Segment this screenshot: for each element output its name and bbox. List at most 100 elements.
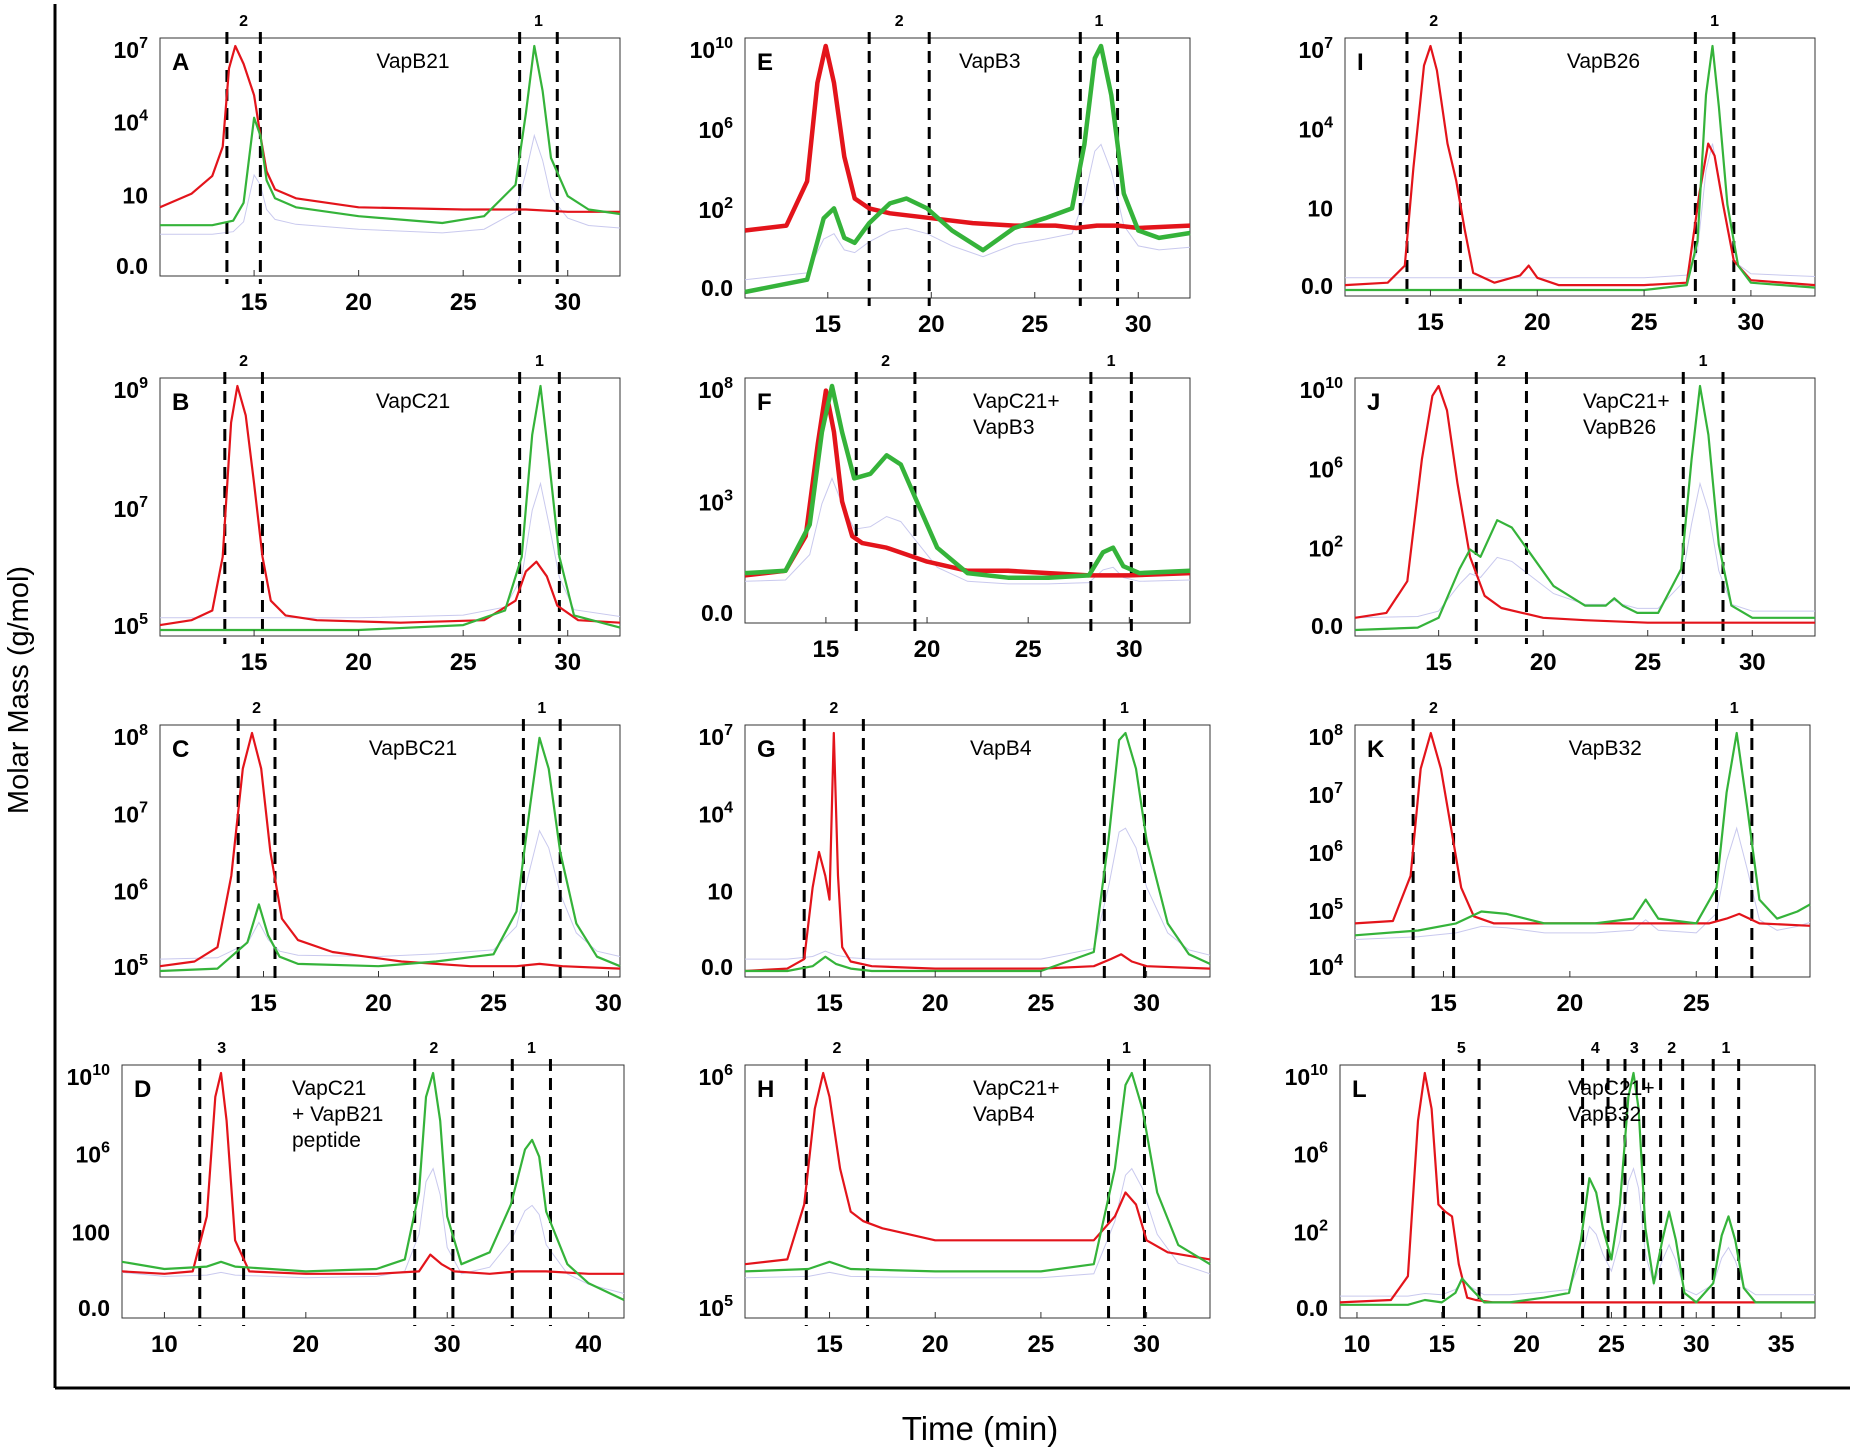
y-tick-label: 107 bbox=[1309, 780, 1344, 808]
reference-trace bbox=[160, 133, 621, 235]
peak-label: 3 bbox=[1630, 1040, 1639, 1057]
peak-label: 1 bbox=[1699, 353, 1708, 370]
y-tick-label: 106 bbox=[1309, 838, 1344, 866]
reference-trace bbox=[744, 477, 1191, 585]
y-tick-label: 107 bbox=[114, 35, 149, 63]
x-tick-label: 30 bbox=[1739, 649, 1766, 676]
x-tick-label: 15 bbox=[816, 1331, 843, 1358]
peak-label: 2 bbox=[832, 1040, 841, 1057]
plot-frame bbox=[159, 377, 621, 637]
y-tick-label: 106 bbox=[114, 877, 149, 905]
peak-label: 2 bbox=[1497, 353, 1506, 370]
plot-frame bbox=[744, 37, 1191, 299]
peak-label: 1 bbox=[1107, 353, 1116, 370]
x-tick-label: 20 bbox=[345, 649, 372, 676]
y-tick-label: 104 bbox=[114, 108, 149, 136]
peak-label: 2 bbox=[239, 353, 248, 370]
peak-label: 2 bbox=[252, 700, 261, 717]
reference-trace bbox=[1345, 143, 1816, 279]
panel-l: 5 4 3 2 1 L VapC21+ VapB32 10 15 20 25 30 35 1010 106 10… bbox=[1285, 1040, 1816, 1358]
panel-letter: C bbox=[172, 736, 189, 763]
peak-label: 1 bbox=[527, 1040, 536, 1057]
series-red-line bbox=[744, 388, 1191, 578]
panel-letter: J bbox=[1367, 389, 1380, 416]
y-tick-label: 107 bbox=[1299, 35, 1334, 63]
series-red-line bbox=[1339, 1071, 1815, 1304]
y-tick-label: 106 bbox=[1294, 1140, 1329, 1168]
x-tick-label: 40 bbox=[575, 1331, 602, 1358]
plot-frame bbox=[121, 1064, 625, 1319]
series-red-line bbox=[159, 384, 621, 627]
y-tick-label: 10 bbox=[1307, 196, 1333, 222]
y-tick-label: 106 bbox=[76, 1140, 111, 1168]
peak-label: 1 bbox=[1094, 13, 1103, 30]
y-tick-label: 1010 bbox=[690, 35, 733, 63]
plot-frame bbox=[744, 377, 1191, 624]
panel-title: VapB32 bbox=[1569, 737, 1642, 760]
panel-letter: I bbox=[1357, 49, 1364, 76]
reference-trace bbox=[1354, 481, 1815, 619]
x-tick-label: 20 bbox=[365, 990, 392, 1017]
reference-trace bbox=[121, 1167, 625, 1294]
y-tick-label: 100 bbox=[72, 1219, 110, 1245]
y-tick-label: 1010 bbox=[1285, 1062, 1328, 1090]
x-tick-label: 15 bbox=[813, 636, 840, 663]
x-tick-label: 20 bbox=[914, 636, 941, 663]
panel-letter: E bbox=[757, 49, 773, 76]
reference-trace bbox=[745, 827, 1211, 960]
series-green-line bbox=[159, 736, 621, 973]
series-green-line bbox=[160, 384, 621, 632]
x-tick-label: 10 bbox=[1344, 1331, 1371, 1358]
x-tick-label: 30 bbox=[1116, 636, 1143, 663]
x-tick-label: 15 bbox=[241, 649, 268, 676]
panel-title: VapC21+ bbox=[973, 1077, 1060, 1100]
x-tick-label: 20 bbox=[1524, 309, 1551, 336]
figure-xlabel: Time (min) bbox=[902, 1410, 1058, 1447]
panel-letter: G bbox=[757, 736, 776, 763]
x-tick-label: 15 bbox=[814, 311, 841, 338]
y-tick-label: 106 bbox=[1309, 454, 1344, 482]
panel-title: VapB26 bbox=[1583, 416, 1656, 439]
y-tick-label: 1010 bbox=[67, 1062, 110, 1090]
reference-trace bbox=[160, 481, 621, 619]
series-green-line bbox=[744, 1071, 1211, 1273]
peak-label: 2 bbox=[239, 13, 248, 30]
peak-label: 2 bbox=[1429, 13, 1438, 30]
y-tick-label: 102 bbox=[1309, 534, 1344, 562]
y-tick-label: 1010 bbox=[1300, 375, 1343, 403]
panel-title: VapB21 bbox=[376, 50, 449, 73]
series-green-line bbox=[1345, 44, 1816, 292]
plot-frame bbox=[159, 724, 621, 978]
peak-label: 5 bbox=[1457, 1040, 1466, 1057]
x-tick-label: 10 bbox=[151, 1331, 178, 1358]
x-tick-label: 30 bbox=[434, 1331, 461, 1358]
series-red-line bbox=[744, 1071, 1211, 1266]
y-tick-label: 109 bbox=[114, 375, 149, 403]
y-tick-label: 102 bbox=[1294, 1217, 1329, 1245]
x-tick-label: 15 bbox=[250, 990, 277, 1017]
reference-trace bbox=[744, 1167, 1211, 1279]
plot-frame bbox=[1354, 724, 1811, 978]
peak-label: 2 bbox=[881, 353, 890, 370]
y-tick-label: 105 bbox=[1309, 896, 1344, 924]
x-tick-label: 20 bbox=[345, 289, 372, 316]
y-tick-label: 106 bbox=[699, 1062, 734, 1090]
y-tick-label: 107 bbox=[114, 494, 149, 522]
panel-title: VapB4 bbox=[970, 737, 1032, 760]
series-red-line bbox=[744, 43, 1191, 233]
panel-title: VapC21+ bbox=[1583, 390, 1670, 413]
y-tick-label: 107 bbox=[699, 722, 734, 750]
reference-trace bbox=[1354, 826, 1811, 940]
plot-frame bbox=[1354, 377, 1816, 637]
panel-title: peptide bbox=[292, 1129, 361, 1152]
series-green-line bbox=[121, 1071, 625, 1301]
panel-title: VapB3 bbox=[973, 416, 1035, 439]
panel-title: VapC21+ bbox=[973, 390, 1060, 413]
peak-label: 2 bbox=[1667, 1040, 1676, 1057]
plot-frame bbox=[744, 1064, 1211, 1319]
panel-letter: B bbox=[172, 389, 189, 416]
peak-label: 1 bbox=[537, 700, 546, 717]
panel-title: + VapB21 bbox=[292, 1103, 383, 1126]
x-tick-label: 25 bbox=[1634, 649, 1661, 676]
